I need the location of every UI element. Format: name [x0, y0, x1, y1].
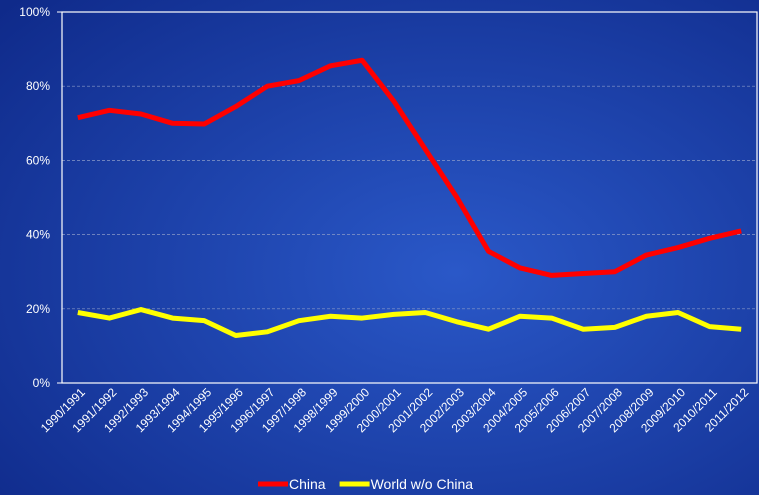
y-tick-label: 100%	[19, 5, 50, 19]
y-tick-label: 20%	[26, 302, 50, 316]
legend-label: China	[289, 476, 326, 492]
plot-border	[61, 11, 758, 384]
y-tick-label: 40%	[26, 228, 50, 242]
y-tick-label: 0%	[33, 376, 51, 390]
legend-label: World w/o China	[371, 476, 474, 492]
y-tick-label: 80%	[26, 79, 50, 93]
line-series	[77, 307, 742, 339]
line-series	[77, 57, 742, 278]
y-tick-label: 60%	[26, 153, 50, 167]
